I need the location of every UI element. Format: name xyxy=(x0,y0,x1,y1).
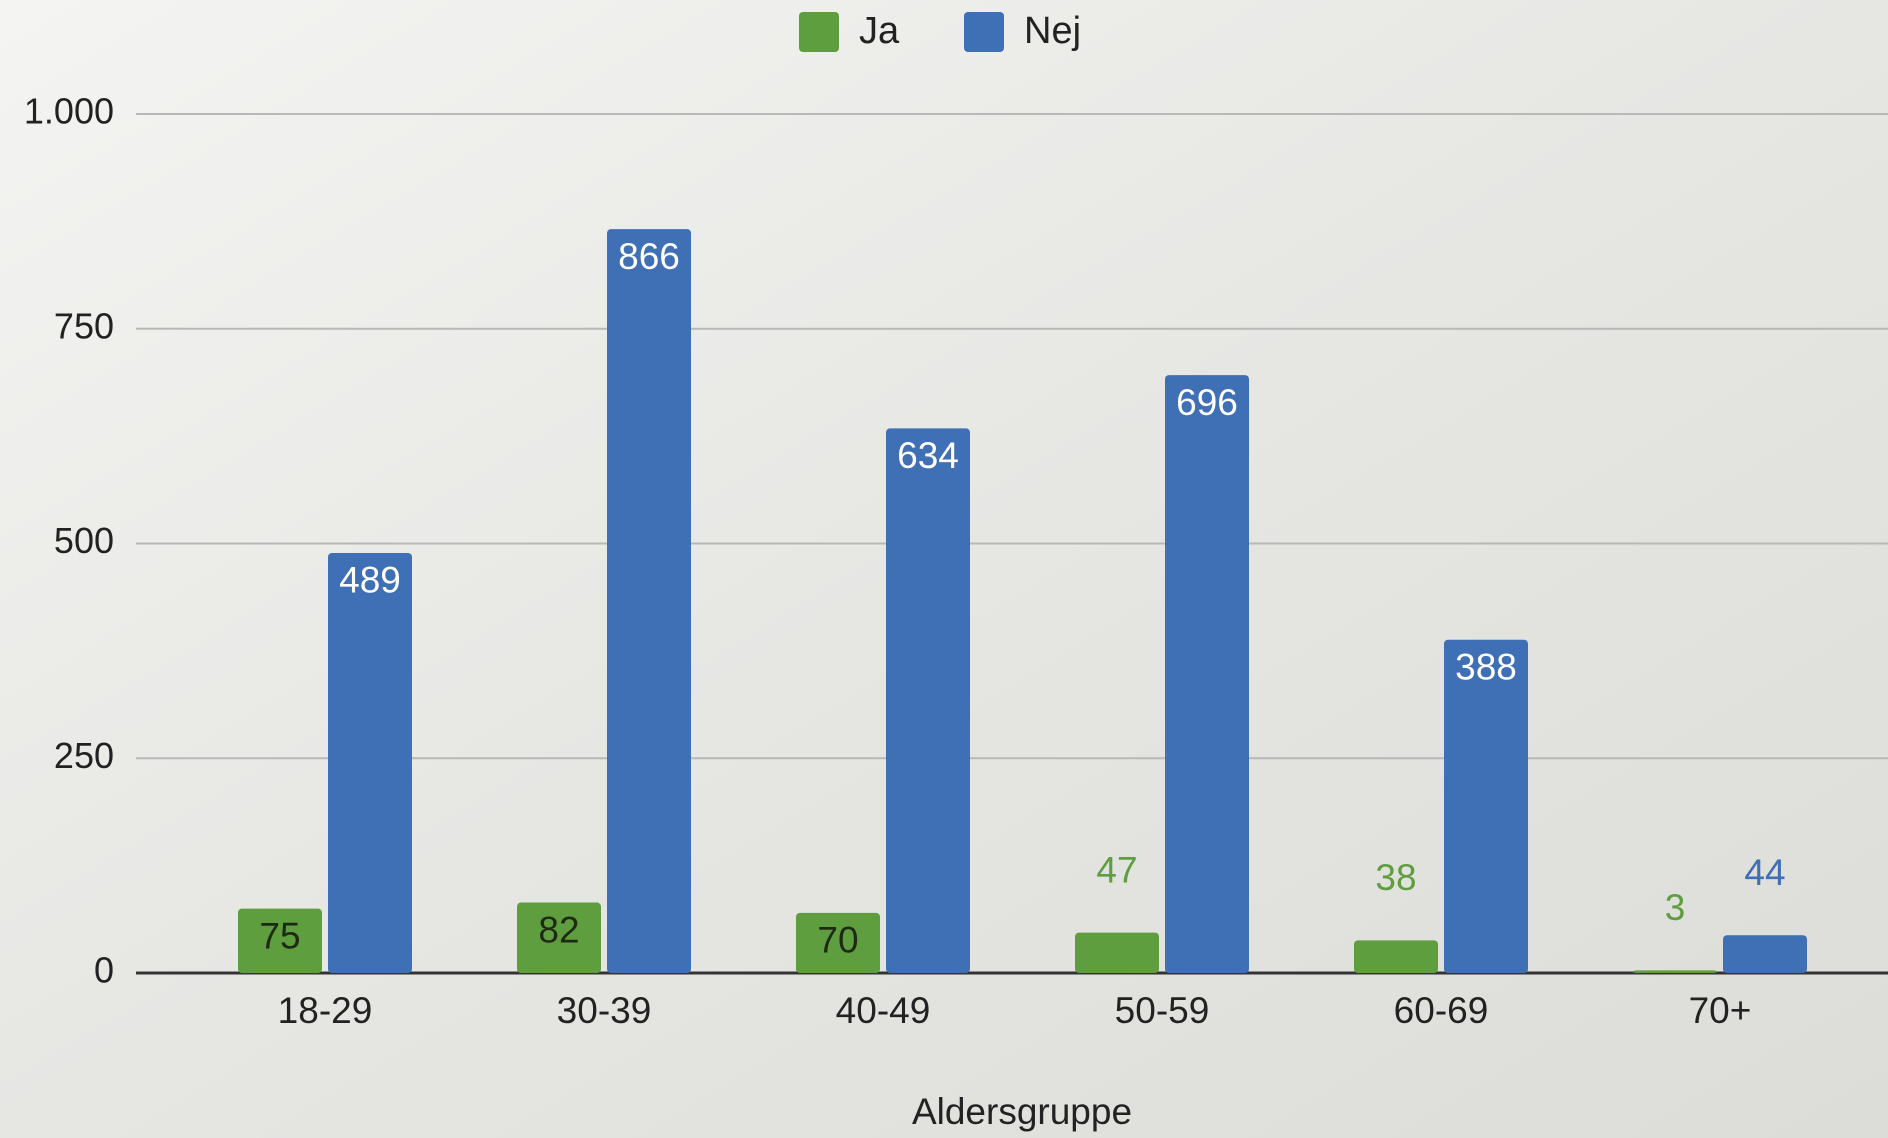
data-label: 82 xyxy=(538,909,579,950)
y-tick-label: 250 xyxy=(54,735,114,776)
data-label: 44 xyxy=(1744,852,1785,893)
data-label: 634 xyxy=(897,435,959,476)
data-label: 47 xyxy=(1096,849,1137,890)
x-tick-label: 50-59 xyxy=(1115,990,1210,1031)
data-label: 696 xyxy=(1176,382,1238,423)
x-tick-label: 40-49 xyxy=(836,990,931,1031)
x-tick-label: 30-39 xyxy=(557,990,652,1031)
data-label: 866 xyxy=(618,236,680,277)
bar xyxy=(517,902,601,973)
legend-label: Ja xyxy=(859,10,900,52)
bar xyxy=(1354,940,1438,973)
data-label: 388 xyxy=(1455,646,1517,687)
y-tick-label: 750 xyxy=(54,305,114,346)
legend-label: Nej xyxy=(1024,10,1081,52)
bar xyxy=(238,908,322,973)
bar xyxy=(328,552,412,973)
legend-swatch xyxy=(799,12,839,52)
data-label: 489 xyxy=(339,560,401,601)
bar xyxy=(796,912,880,973)
bar xyxy=(1723,935,1807,973)
bar xyxy=(886,428,970,973)
bar xyxy=(1075,932,1159,973)
y-tick-label: 0 xyxy=(94,950,114,991)
y-tick-label: 1.000 xyxy=(24,91,114,132)
bar xyxy=(1633,970,1717,973)
bar xyxy=(607,229,691,973)
y-tick-label: 500 xyxy=(54,520,114,561)
data-label: 70 xyxy=(817,920,858,961)
data-label: 75 xyxy=(259,915,300,956)
x-axis-label: Aldersgruppe xyxy=(912,1091,1132,1132)
data-label: 38 xyxy=(1375,857,1416,898)
x-tick-label: 18-29 xyxy=(278,990,373,1031)
bar xyxy=(1165,375,1249,973)
legend-swatch xyxy=(964,12,1004,52)
x-tick-label: 60-69 xyxy=(1394,990,1489,1031)
data-label: 3 xyxy=(1665,887,1686,928)
bar xyxy=(1444,639,1528,973)
x-tick-label: 70+ xyxy=(1689,990,1752,1031)
